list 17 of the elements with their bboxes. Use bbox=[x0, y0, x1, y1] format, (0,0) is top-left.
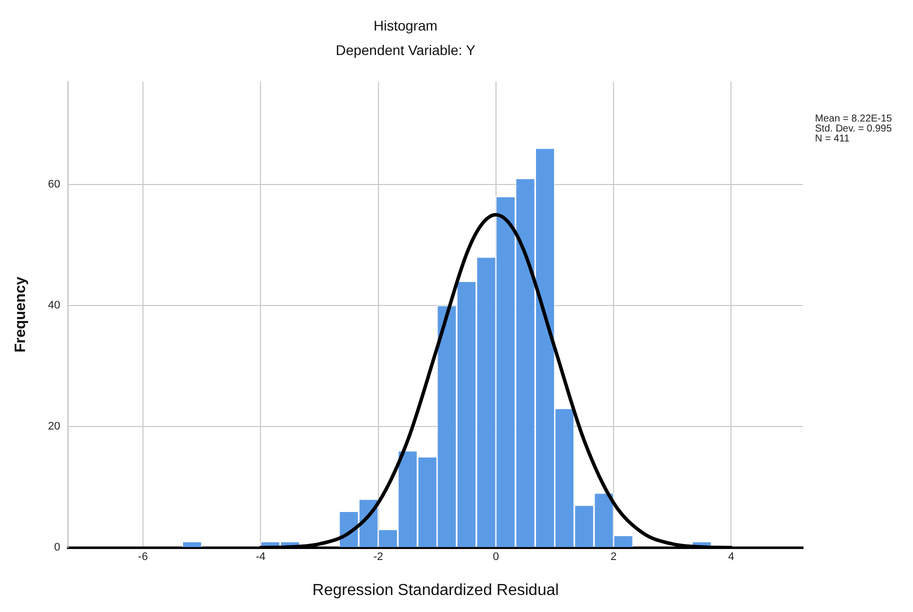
text: Mean = 8.22E-15 bbox=[815, 113, 892, 124]
x-tick-label: 0 bbox=[492, 551, 499, 564]
chart-subtitle: Dependent Variable: Y bbox=[336, 42, 476, 58]
y-tick-label: 60 bbox=[48, 178, 60, 191]
y-axis-title: Frequency bbox=[12, 276, 30, 353]
x-tick-label: -2 bbox=[373, 551, 384, 564]
chart-title: Histogram bbox=[374, 17, 438, 34]
y-tick-label: 20 bbox=[48, 420, 60, 433]
y-tick-label: 0 bbox=[54, 542, 60, 554]
y-tick-label: 40 bbox=[48, 300, 60, 312]
x-tick-label: -4 bbox=[256, 551, 266, 564]
x-axis-title: Regression Standardized Residual bbox=[312, 582, 559, 599]
x-tick-label: 4 bbox=[728, 551, 734, 564]
text: Std. Dev. = 0.995 bbox=[815, 123, 892, 134]
x-tick-label: 2 bbox=[610, 551, 617, 564]
text: N = 411 bbox=[815, 133, 850, 144]
x-tick-label: -6 bbox=[138, 551, 148, 564]
